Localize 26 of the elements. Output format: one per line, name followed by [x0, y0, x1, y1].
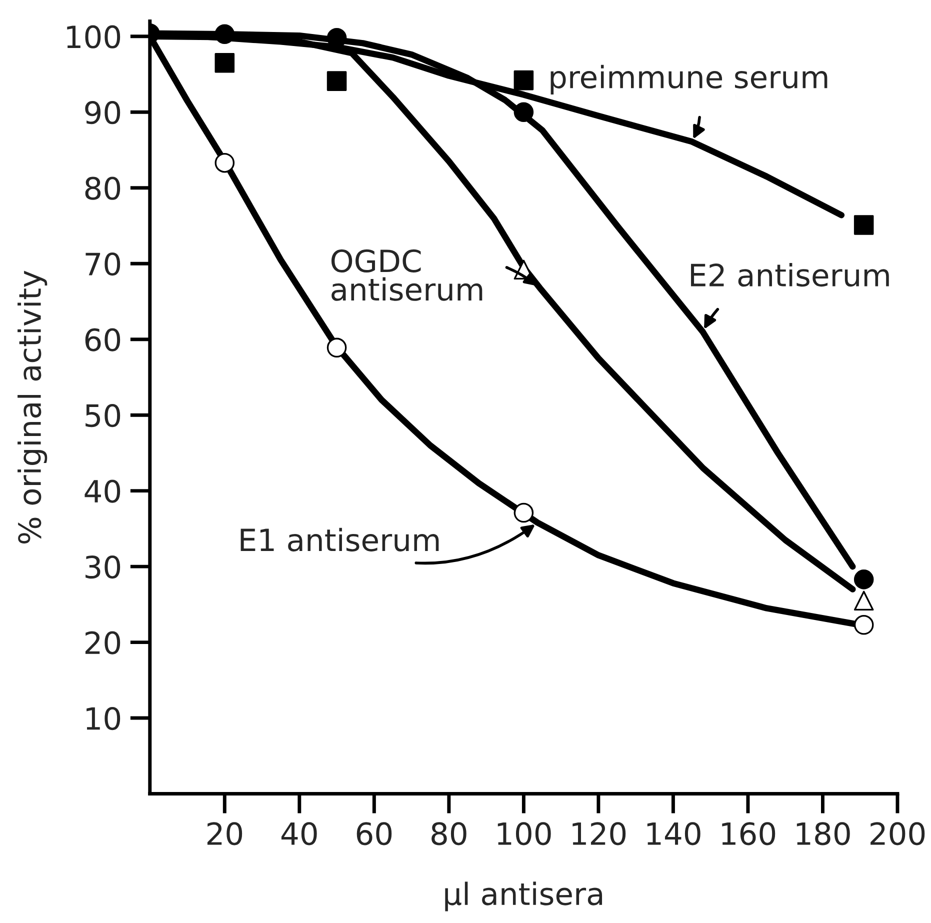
annotation: preimmune serum [550, 64, 828, 94]
x-tick-label: 180 [796, 822, 850, 846]
y-tick-label: 10 [86, 706, 120, 730]
x-tick-label: 20 [207, 822, 242, 846]
x-tick-label: 60 [356, 822, 392, 846]
x-tick-label: 160 [722, 822, 776, 846]
y-tick-label: 40 [84, 480, 120, 503]
x-tick-label: 40 [281, 822, 317, 846]
y-tick-label: 80 [85, 176, 120, 200]
x-tick-label: 140 [647, 822, 700, 846]
y-tick-label: 100 [67, 25, 120, 48]
annotation: E1 antiserum [240, 528, 439, 552]
x-tick-label: 80 [432, 822, 466, 846]
x-tick-label: 100 [498, 822, 551, 846]
y-tick-label: 90 [85, 101, 120, 124]
x-tick-label: 120 [572, 822, 626, 846]
y-tick-label: 20 [85, 631, 120, 654]
y-tick-label: 60 [85, 328, 120, 352]
annotation: E2 antiserum [691, 262, 889, 287]
y-tick-label: 70 [86, 252, 120, 276]
y-axis-title: % original activity [18, 270, 48, 544]
x-tick-label: 200 [870, 822, 925, 846]
y-tick-label: 30 [86, 555, 120, 579]
y-tick-label: 50 [86, 404, 120, 428]
x-axis-title: µl antisera [445, 882, 602, 912]
annotation: OGDC antiserum [331, 249, 482, 301]
